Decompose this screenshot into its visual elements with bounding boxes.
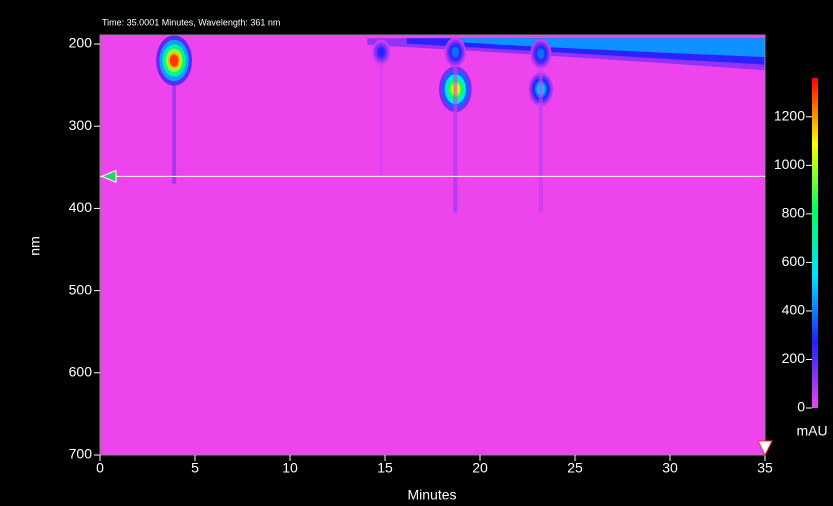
spot (169, 54, 179, 67)
plot-background (100, 35, 765, 455)
x-tick-label: 30 (662, 460, 678, 476)
x-tick-label: 15 (377, 460, 393, 476)
cursor-x-marker (757, 440, 773, 457)
x-tick-label: 35 (757, 460, 773, 476)
streak (379, 52, 384, 176)
y-tick-label: 400 (69, 199, 93, 215)
heat-layer (156, 35, 765, 213)
colorbar-tick-label: 1200 (774, 108, 805, 124)
cursor-y-marker (100, 169, 117, 184)
colorbar-tick-label: 0 (797, 399, 805, 415)
y-tick-label: 300 (69, 117, 93, 133)
plot-frame (99, 34, 766, 456)
colorbar (812, 78, 818, 408)
streak (172, 60, 177, 184)
y-tick-label: 600 (69, 364, 93, 380)
colorbar-tick-label: 200 (782, 350, 806, 366)
colorbar-tick-label: 600 (782, 253, 806, 269)
colorbar-tick-label: 400 (782, 302, 806, 318)
streak (538, 53, 543, 178)
y-tick-label: 500 (69, 281, 93, 297)
spot (537, 49, 545, 59)
x-tick-label: 0 (96, 460, 104, 476)
x-tick-label: 25 (567, 460, 583, 476)
x-tick-label: 10 (282, 460, 298, 476)
y-axis-label: nm (27, 236, 43, 255)
colorbar-tick-label: 800 (782, 205, 806, 221)
x-tick-label: 20 (472, 460, 488, 476)
header: Time: 35.0001 Minutes, Wavelength: 361 n… (102, 17, 280, 27)
streak (453, 52, 458, 176)
spot (378, 47, 385, 57)
spot (452, 47, 459, 57)
x-tick-label: 5 (191, 460, 199, 476)
colorbar-label: mAU (796, 423, 827, 439)
y-tick-label: 200 (69, 35, 93, 51)
x-axis-label: Minutes (407, 487, 456, 503)
y-tick-label: 700 (69, 446, 93, 462)
colorbar-tick-label: 1000 (774, 156, 805, 172)
